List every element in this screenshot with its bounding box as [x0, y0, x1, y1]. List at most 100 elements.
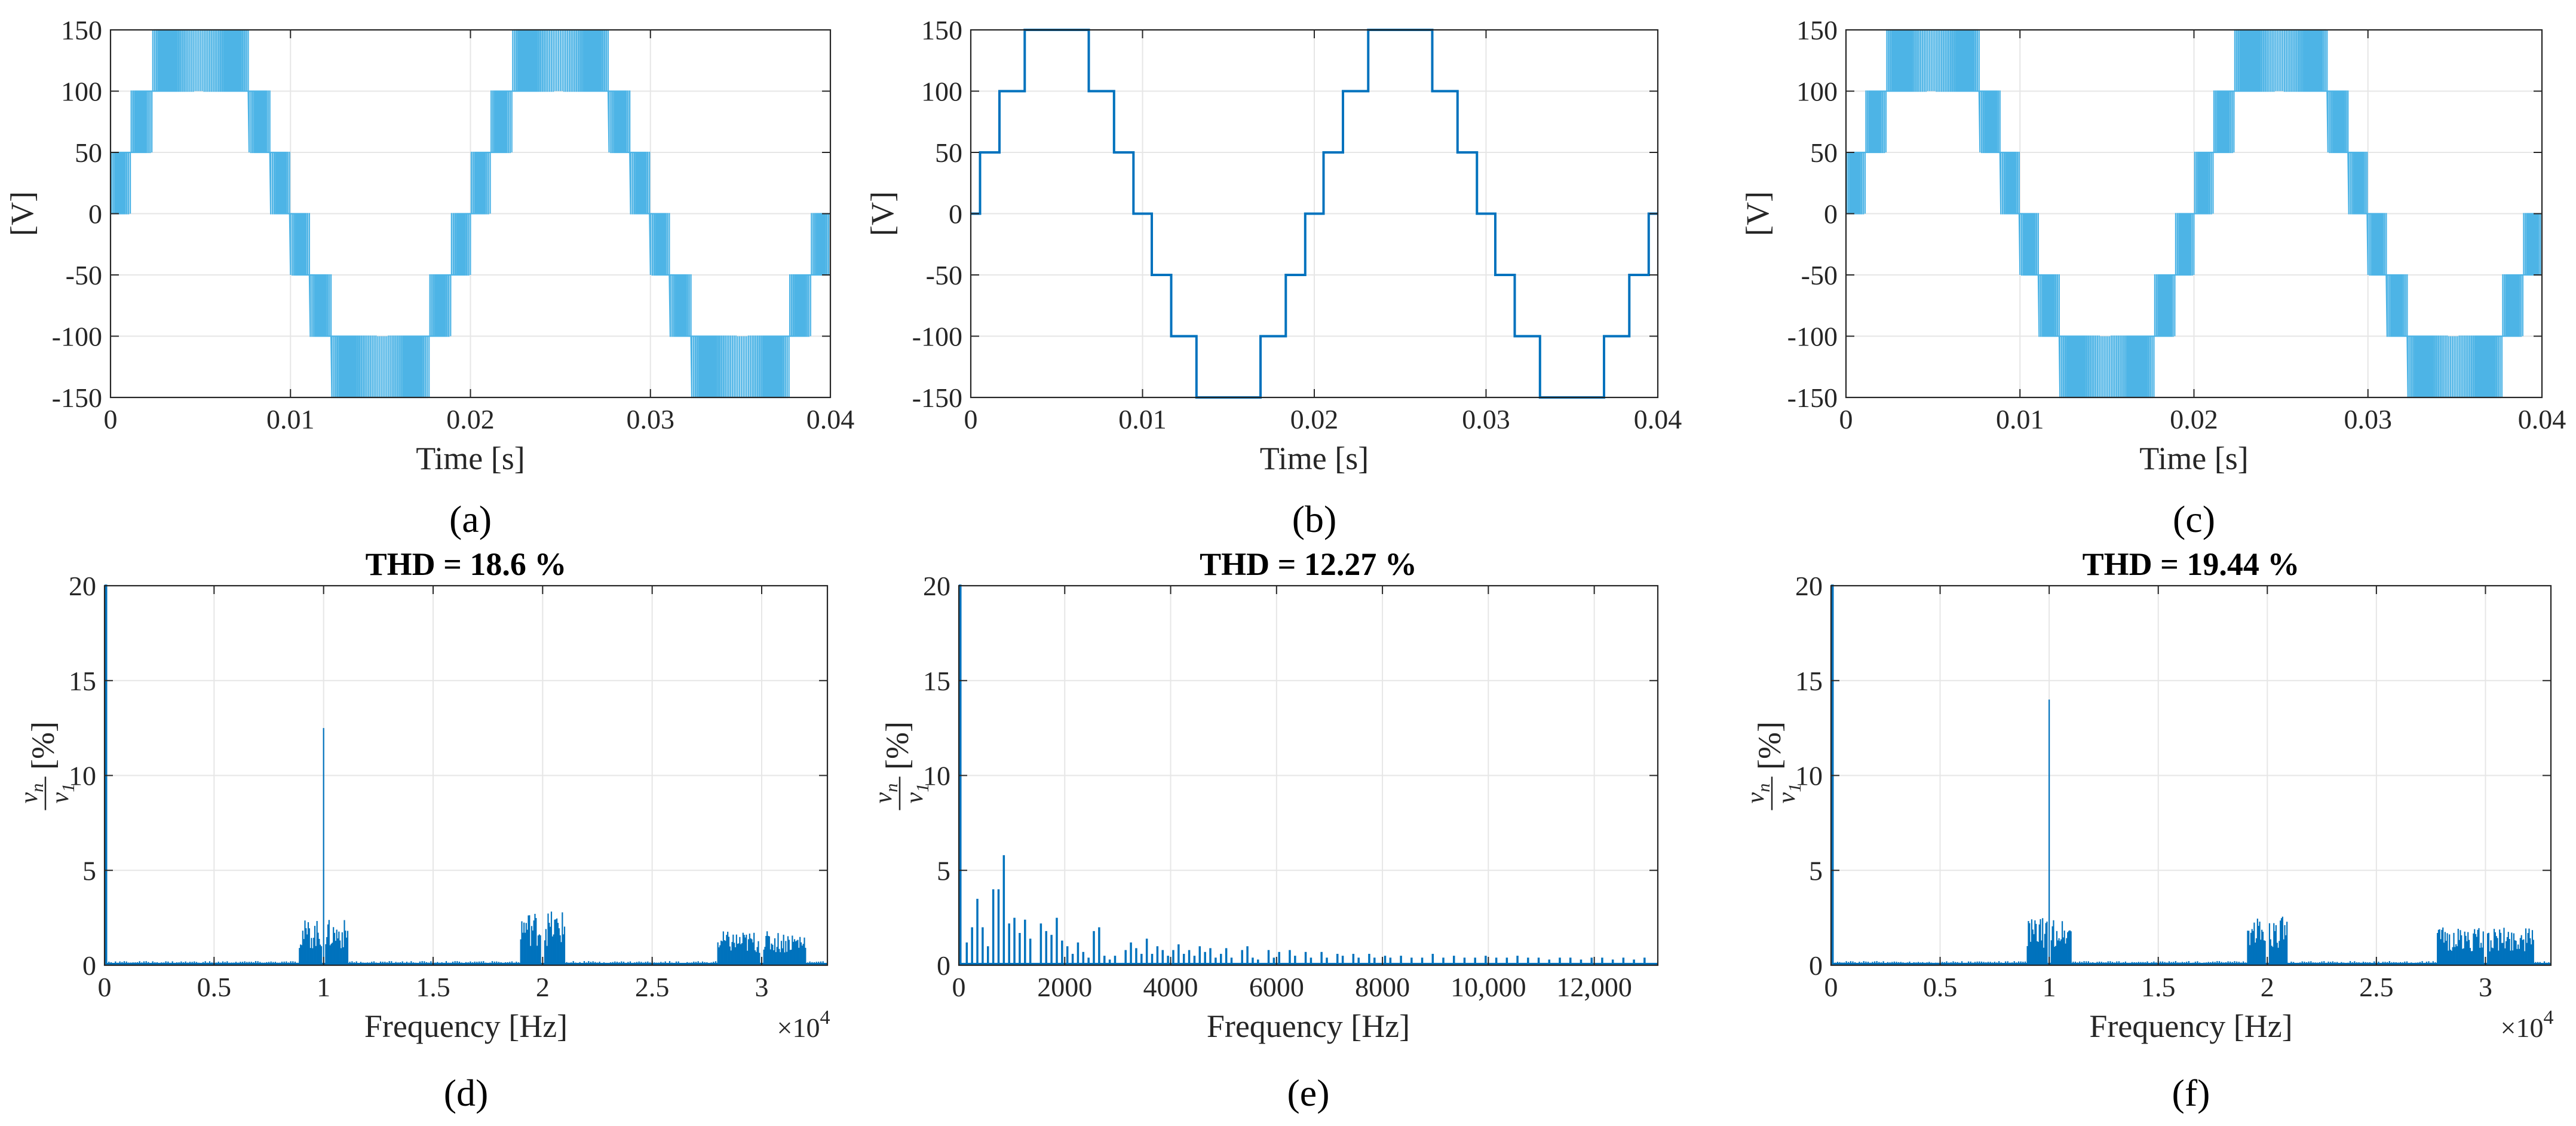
x-tick-label: 0.02 [446, 404, 495, 435]
y-tick-label: 100 [1796, 77, 1838, 107]
x-tick-label: 1 [317, 972, 330, 1002]
x-tick-label: 0.03 [1462, 404, 1510, 435]
chart-panel-e: 0 2000 4000 6000 8000 10,000 12,000 0 5 10 15 20 Fre… [870, 546, 1659, 1114]
panel-label: (a) [449, 498, 492, 540]
x-tick-label: 6000 [1249, 972, 1304, 1002]
x-tick-label: 8000 [1355, 972, 1410, 1002]
waveform-line [111, 29, 830, 399]
y-axis-label: [V] [4, 191, 40, 236]
x-tick-label: 1.5 [2141, 972, 2176, 1002]
y-tick-label: -100 [52, 322, 102, 352]
x-tick-label: 2 [2261, 972, 2274, 1002]
panel-label: (b) [1292, 498, 1337, 540]
y-label-numerator: vn [870, 784, 901, 804]
x-axis-label: Time [s] [1260, 440, 1369, 476]
chart-panel-b: 0 0.01 0.02 0.03 0.04 -150 -100 -50 0 50 100 150 Tim… [864, 15, 1682, 540]
chart-title: THD = 19.44 % [2083, 546, 2300, 582]
y-tick-label: -100 [1787, 322, 1838, 352]
x-tick-label: 0.01 [266, 404, 315, 435]
panel-label: (e) [1287, 1072, 1329, 1114]
y-tick-label: 10 [69, 761, 96, 791]
x-tick-label: 0 [1824, 972, 1838, 1002]
y-tick-label: 50 [1810, 137, 1838, 168]
panel-label: (f) [2172, 1072, 2210, 1114]
x-tick-label: 0.5 [197, 972, 232, 1002]
y-label-numerator: vn [1742, 784, 1774, 804]
y-label-denominator: v1 [1773, 784, 1805, 804]
data-layer [1846, 29, 2542, 399]
panel-label: (d) [444, 1072, 489, 1114]
y-tick-label: 0 [1809, 950, 1823, 981]
y-tick-label: -50 [926, 260, 962, 290]
x-tick-label: 0.02 [2170, 404, 2218, 435]
x-axis-label: Frequency [Hz] [364, 1008, 568, 1044]
chart-panel-a: 0 0.01 0.02 0.03 0.04 -150 -100 -50 0 50 100 150 Tim… [4, 15, 854, 540]
x-tick-label: 0.03 [2344, 404, 2393, 435]
y-tick-label: -150 [52, 383, 102, 413]
y-tick-label: 0 [949, 199, 962, 230]
chart-title: THD = 18.6 % [366, 546, 567, 582]
x-tick-label: 0.01 [1118, 404, 1167, 435]
y-tick-label: 50 [75, 137, 102, 168]
y-label-numerator: vn [16, 784, 47, 804]
y-tick-label: 15 [923, 666, 950, 696]
data-layer [971, 29, 1658, 399]
x-tick-label: 3 [2479, 972, 2492, 1002]
y-tick-label: 150 [921, 15, 962, 45]
y-tick-label: -150 [912, 383, 962, 413]
y-tick-label: 50 [935, 137, 962, 168]
y-tick-label: 20 [1795, 571, 1823, 601]
y-tick-label: 15 [1795, 666, 1823, 696]
x-tick-label: 2000 [1037, 972, 1092, 1002]
y-tick-label: 0 [82, 950, 96, 981]
waveform-line [1846, 29, 2542, 399]
y-tick-label: 100 [61, 77, 102, 107]
y-tick-label: 100 [921, 77, 962, 107]
x-tick-label: 12,000 [1556, 972, 1632, 1002]
waveform-line [971, 29, 1658, 399]
data-layer [111, 29, 830, 399]
x-tick-label: 1.5 [416, 972, 450, 1002]
data-layer [1831, 585, 2551, 965]
y-label-unit: [%] [1752, 721, 1787, 770]
chart-title: THD = 12.27 % [1200, 546, 1417, 582]
x-tick-label: 0 [98, 972, 112, 1002]
y-tick-label: -50 [66, 260, 102, 290]
y-tick-label: 20 [69, 571, 96, 601]
x-axis-label: Frequency [Hz] [2089, 1008, 2292, 1044]
x-exponent-label: ×104 [777, 1006, 830, 1043]
chart-panel-c: 0 0.01 0.02 0.03 0.04 -150 -100 -50 0 50 100 150 Tim… [1740, 15, 2566, 540]
x-tick-label: 2 [536, 972, 550, 1002]
x-axis-label: Time [s] [416, 440, 525, 476]
x-tick-label: 10,000 [1450, 972, 1526, 1002]
x-tick-label: 3 [755, 972, 769, 1002]
y-tick-label: 20 [923, 571, 950, 601]
x-tick-label: 0.04 [1634, 404, 1682, 435]
y-axis-label: [V] [1740, 191, 1775, 236]
y-tick-label: 5 [82, 855, 96, 886]
panel-label: (c) [2173, 498, 2215, 540]
y-tick-label: 5 [1809, 855, 1823, 886]
x-tick-label: 0.03 [627, 404, 675, 435]
y-tick-label: 10 [923, 761, 950, 791]
y-tick-label: 0 [937, 950, 950, 981]
data-layer [959, 585, 1658, 965]
x-tick-label: 0.01 [1996, 404, 2044, 435]
y-tick-label: 10 [1795, 761, 1823, 791]
y-axis-label: [V] [864, 191, 900, 236]
x-tick-label: 0.04 [806, 404, 855, 435]
y-tick-label: 0 [1824, 199, 1838, 230]
x-axis-label: Frequency [Hz] [1207, 1008, 1410, 1044]
y-tick-label: -100 [912, 322, 962, 352]
y-label-unit: [%] [25, 721, 61, 770]
y-tick-label: 150 [1796, 15, 1838, 45]
x-tick-label: 0 [964, 404, 978, 435]
y-label-denominator: v1 [47, 784, 78, 804]
x-tick-label: 0.02 [1290, 404, 1339, 435]
x-tick-label: 2.5 [2359, 972, 2394, 1002]
